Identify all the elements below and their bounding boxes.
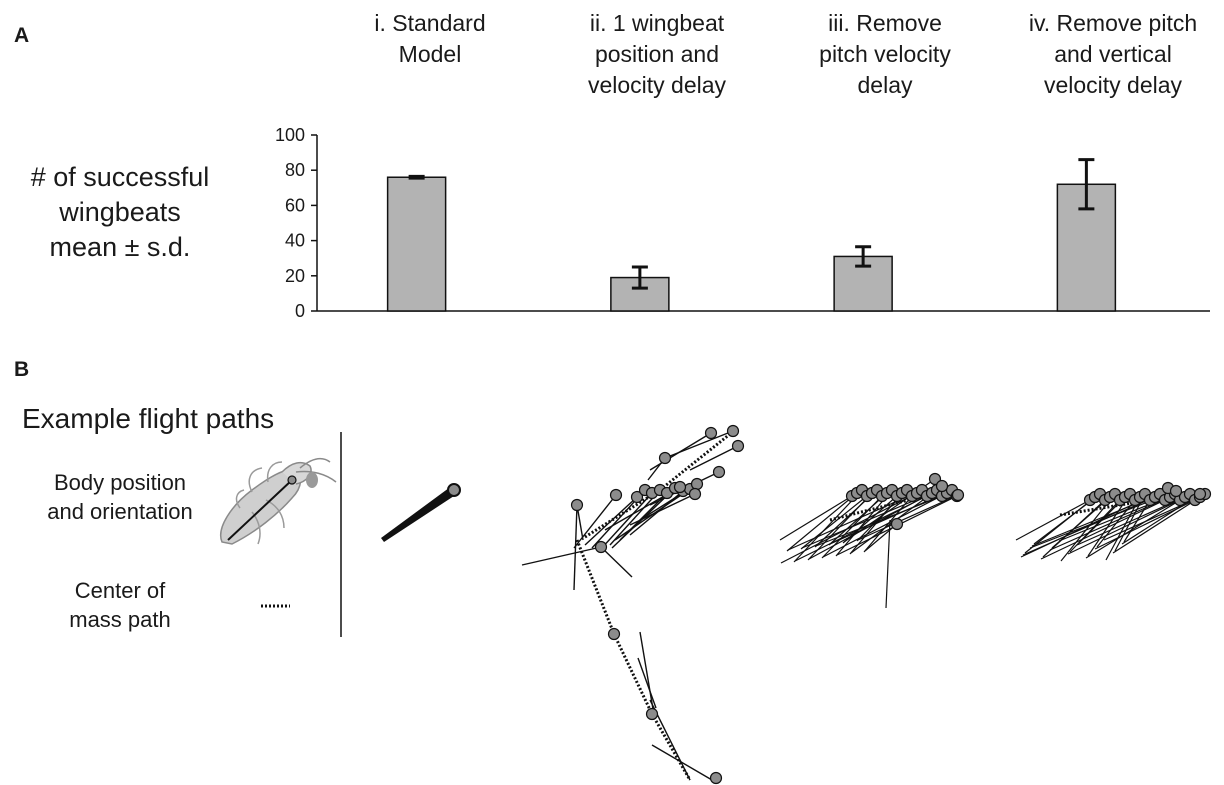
flight-path-no-pitch-velocity (779, 472, 965, 609)
head-marker (704, 426, 718, 440)
body-orientation-line (1015, 499, 1091, 541)
body-orientation-line (639, 631, 655, 716)
condition-title-3-line: delay (857, 72, 913, 98)
bar-4 (1056, 183, 1117, 312)
bar-chart: 0 20 40 60 80 100 (275, 125, 1210, 321)
legend-com-line-2: mass path (69, 607, 171, 632)
y-tick-label: 80 (285, 160, 305, 180)
head-marker (890, 517, 904, 531)
flight-path-delay (521, 424, 745, 785)
legend-com-line-1: Center of (74, 578, 166, 603)
head-marker (712, 465, 726, 479)
body-orientation-line (637, 657, 657, 709)
head-marker (645, 707, 659, 721)
head-marker (673, 480, 687, 494)
condition-title-3: iii. Remove pitch velocity delay (770, 8, 1000, 101)
head-marker (570, 498, 584, 512)
condition-title-2-line: ii. 1 wingbeat (589, 10, 725, 36)
flight-paths-title: Example flight paths (22, 403, 275, 434)
body-orientation-line (885, 519, 891, 609)
condition-title-4: iv. Remove pitch and vertical velocity del… (998, 8, 1224, 101)
com-path-segment (612, 633, 654, 715)
body-orientation-line (1040, 499, 1166, 560)
com-path-segment (650, 713, 692, 781)
body-orientation-line (584, 496, 638, 546)
legend-body-line-2: and orientation (47, 499, 193, 524)
y-tick-label: 100 (275, 125, 305, 145)
head-marker (630, 490, 644, 504)
legend-body-line-1: Body position (53, 470, 187, 495)
y-tick-label: 60 (285, 195, 305, 215)
body-orientation-line (822, 492, 948, 558)
body-orientation-line (651, 744, 713, 781)
body-orientation-line (629, 493, 696, 526)
body-orientation-line (800, 495, 868, 550)
insect-body-icon (220, 457, 337, 545)
bar-1 (386, 176, 447, 312)
head-marker (951, 488, 965, 502)
y-tick-label: 0 (295, 301, 305, 321)
body-orientation-line (599, 492, 653, 551)
condition-title-1-line: i. Standard (374, 10, 486, 36)
body-orientation-line (779, 495, 853, 541)
body-orientation-line (609, 489, 661, 546)
body-orientation-line (1112, 493, 1206, 554)
body-orientation-line (573, 494, 617, 549)
body-orientation-line (857, 494, 959, 541)
condition-title-1: i. Standard Model (315, 8, 545, 70)
com-path-segment (829, 490, 941, 522)
condition-title-2-line: velocity delay (587, 72, 727, 98)
body-orientation-line (1067, 499, 1181, 555)
condition-title-2-line: position and (594, 41, 720, 67)
y-tick-label: 20 (285, 266, 305, 286)
body-orientation-line (573, 504, 578, 591)
com-path-segment (584, 488, 661, 539)
condition-title-4-line: and vertical (1054, 41, 1172, 67)
legend-body-label: Body position and orientation (20, 468, 220, 526)
condition-title-3-line: pitch velocity (819, 41, 951, 67)
panel-a-label: A (14, 24, 30, 47)
body-orientation-line (1085, 493, 1191, 559)
head-marker (607, 627, 621, 641)
head-marker (688, 487, 702, 501)
com-path-segment (659, 428, 736, 492)
flight-paths-figure (220, 424, 1212, 785)
head-marker (726, 424, 740, 438)
head-marker (1169, 484, 1183, 498)
y-axis-label-line-3: mean ± s.d. (49, 232, 191, 262)
y-tick-label: 40 (285, 231, 305, 251)
body-orientation-line (786, 492, 858, 552)
flight-path-standard (381, 483, 461, 542)
condition-title-2: ii. 1 wingbeat position and velocity delay (542, 8, 772, 101)
y-axis-label: # of successful wingbeats mean ± s.d. (0, 160, 240, 265)
head-marker (690, 477, 704, 491)
condition-title-3-line: iii. Remove (828, 10, 942, 36)
head-marker (594, 540, 608, 554)
body-orientation-line (600, 546, 633, 578)
flight-path-no-pitch-vertical (1015, 481, 1212, 562)
head-marker (1193, 487, 1207, 501)
legend-com-label: Center of mass path (20, 576, 220, 634)
y-axis-label-line-2: wingbeats (59, 197, 181, 227)
condition-title-4-line: velocity delay (1043, 72, 1183, 98)
head-marker (731, 439, 745, 453)
head-marker (709, 771, 723, 785)
com-path-segment (575, 539, 616, 635)
body-orientation-line (689, 445, 739, 471)
body-orientation-line (801, 492, 933, 549)
head-marker (658, 451, 672, 465)
body-orientation-line (864, 523, 898, 552)
condition-title-1-line: Model (398, 41, 462, 67)
y-axis-label-line-1: # of successful (30, 162, 210, 192)
head-marker (935, 479, 949, 493)
head-marker (609, 488, 623, 502)
panel-b-label: B (14, 358, 30, 381)
body-orientation-line (659, 430, 734, 461)
body-orientation-line (521, 546, 602, 566)
condition-title-4-line: iv. Remove pitch (1028, 10, 1198, 36)
